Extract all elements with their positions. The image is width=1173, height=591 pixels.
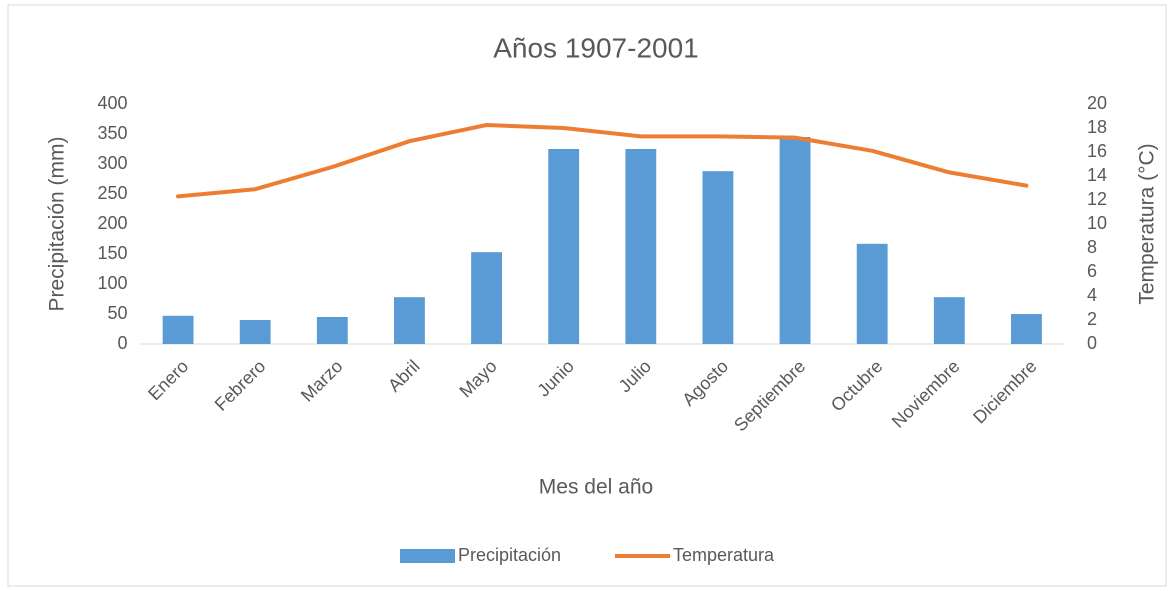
bar bbox=[779, 137, 811, 344]
bar bbox=[625, 149, 657, 344]
bar bbox=[239, 320, 271, 344]
y2-tick-label: 12 bbox=[1087, 189, 1107, 209]
chart-border bbox=[7, 4, 1167, 587]
line bbox=[176, 123, 1029, 199]
y2-tick-label: 10 bbox=[1087, 213, 1107, 233]
bar bbox=[856, 243, 888, 344]
y-axis-label: Precipitación (mm) bbox=[46, 136, 69, 311]
bar bbox=[1011, 314, 1042, 344]
y-tick-label: 100 bbox=[97, 273, 127, 293]
y2-tick-label: 16 bbox=[1087, 141, 1107, 161]
legend-label: Precipitación bbox=[458, 545, 561, 565]
legend-label: Temperatura bbox=[673, 545, 775, 565]
chart-title: Años 1907-2001 bbox=[493, 32, 699, 63]
bar bbox=[394, 297, 425, 344]
y2-tick-label: 14 bbox=[1087, 165, 1107, 185]
bar bbox=[316, 317, 348, 344]
y-tick-label: 150 bbox=[97, 243, 127, 263]
y2-tick-label: 18 bbox=[1087, 117, 1107, 137]
y2-tick-label: 8 bbox=[1087, 237, 1097, 257]
y-tick-label: 0 bbox=[117, 333, 127, 353]
bar bbox=[471, 252, 502, 344]
bar bbox=[548, 149, 580, 344]
y2-tick-label: 20 bbox=[1087, 93, 1107, 113]
y-tick-label: 250 bbox=[97, 183, 127, 203]
bar bbox=[702, 171, 734, 344]
legend-swatch bbox=[400, 549, 455, 563]
y2-tick-label: 2 bbox=[1087, 309, 1097, 329]
bar bbox=[933, 297, 965, 344]
y-tick-label: 200 bbox=[97, 213, 127, 233]
x-axis-label: Mes del año bbox=[539, 476, 653, 499]
y-tick-label: 50 bbox=[107, 303, 127, 323]
y2-tick-label: 6 bbox=[1087, 261, 1097, 281]
y-tick-label: 350 bbox=[97, 123, 127, 143]
y-tick-label: 400 bbox=[97, 93, 127, 113]
y2-tick-label: 0 bbox=[1087, 333, 1097, 353]
y-tick-label: 300 bbox=[97, 153, 127, 173]
y2-tick-label: 4 bbox=[1087, 285, 1097, 305]
y2-axis-label: Temperatura (°C) bbox=[1136, 143, 1159, 304]
bar bbox=[162, 315, 194, 344]
